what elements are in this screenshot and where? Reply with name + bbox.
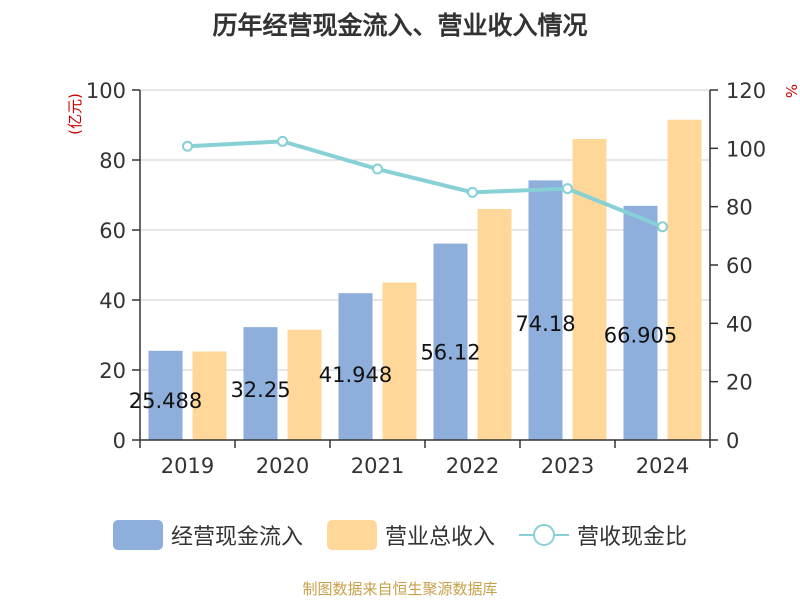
- data-label: 32.25: [230, 378, 290, 402]
- x-tick-label: 2024: [636, 454, 689, 478]
- line-point: [562, 183, 573, 195]
- legend: 经营现金流入 营业总收入 营收现金比: [0, 515, 800, 555]
- data-labels: 25.488 32.25 41.948 56.12 74.18 66.905: [129, 312, 677, 413]
- legend-label-ratio: 营收现金比: [577, 525, 688, 550]
- line-point: [372, 163, 383, 175]
- line-ratio: [187, 139, 664, 229]
- left-tick-label: 60: [99, 219, 126, 243]
- bar-cash-flow: [433, 243, 468, 440]
- left-tick-label: 100: [86, 79, 126, 103]
- chart-title: 历年经营现金流入、营业收入情况: [212, 11, 588, 40]
- bar-series: [148, 119, 702, 440]
- right-tick-label: 100: [726, 137, 766, 161]
- data-label: 25.488: [129, 389, 202, 413]
- source-note: 制图数据来自恒生聚源数据库: [302, 580, 498, 598]
- right-tick-label: 0: [726, 429, 739, 453]
- line-series: [182, 135, 668, 233]
- x-tick-label: 2022: [446, 454, 499, 478]
- right-tick-label: 80: [726, 196, 753, 220]
- legend-swatch-revenue: [326, 520, 377, 550]
- line-point: [182, 140, 193, 152]
- line-point: [467, 186, 478, 198]
- left-tick-label: 0: [113, 429, 126, 453]
- line-point: [657, 221, 668, 233]
- x-tick-label: 2020: [256, 454, 309, 478]
- legend-swatch-cash-flow: [112, 520, 163, 550]
- data-label: 74.18: [515, 312, 575, 336]
- line-point: [277, 135, 288, 147]
- bar-revenue: [192, 351, 227, 440]
- data-label: 56.12: [420, 341, 480, 365]
- legend-label-revenue: 营业总收入: [384, 525, 495, 550]
- bar-cash-flow: [528, 180, 563, 440]
- bar-revenue: [667, 119, 702, 440]
- x-tick-label: 2019: [161, 454, 214, 478]
- legend-item-ratio[interactable]: 营收现金比: [519, 519, 687, 551]
- bar-revenue: [572, 139, 607, 440]
- left-tick-label: 20: [99, 359, 126, 383]
- right-tick-label: 60: [726, 254, 753, 278]
- legend-item-revenue[interactable]: 营业总收入: [326, 519, 495, 551]
- legend-item-cash-flow[interactable]: 经营现金流入: [112, 519, 303, 551]
- right-axis-unit: %: [782, 84, 800, 98]
- left-tick-label: 40: [99, 289, 126, 313]
- bar-cash-flow: [623, 205, 658, 440]
- legend-swatch-ratio: [519, 520, 569, 550]
- data-label: 41.948: [319, 363, 392, 387]
- x-tick-label: 2021: [351, 454, 404, 478]
- right-tick-label: 20: [726, 371, 753, 395]
- right-tick-label: 40: [726, 312, 753, 336]
- bar-cash-flow: [243, 327, 278, 440]
- x-tick-label: 2023: [541, 454, 594, 478]
- bar-revenue: [382, 282, 417, 440]
- right-tick-label: 120: [726, 79, 766, 103]
- legend-label-cash-flow: 经营现金流入: [170, 525, 303, 550]
- left-tick-label: 80: [99, 149, 126, 173]
- bar-revenue: [287, 329, 322, 440]
- bar-cash-flow: [148, 350, 183, 440]
- left-axis-unit: (亿元): [66, 93, 84, 135]
- bar-cash-flow: [338, 293, 373, 440]
- bar-revenue: [477, 209, 512, 440]
- data-label: 66.905: [604, 324, 677, 348]
